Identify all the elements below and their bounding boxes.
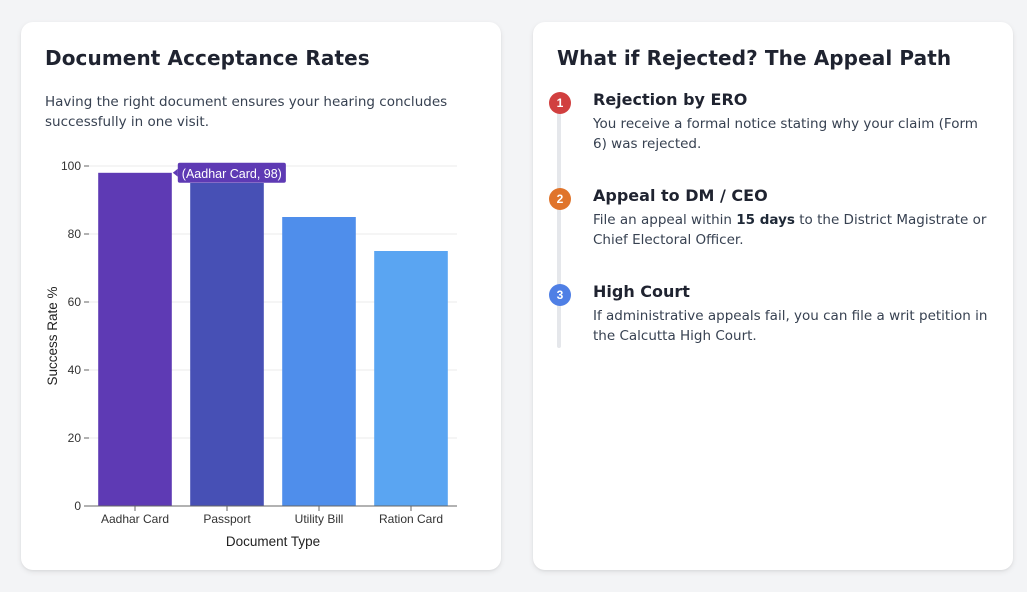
timeline-line xyxy=(557,102,561,348)
y-tick-label: 100 xyxy=(61,159,81,173)
chart-tooltip: (Aadhar Card, 98) xyxy=(172,162,286,183)
x-axis-title: Document Type xyxy=(226,534,320,549)
step-description-text: to the District Magistrate or Chief Elec… xyxy=(593,212,987,248)
step-title: Rejection by ERO xyxy=(593,90,748,109)
x-tick-label: Passport xyxy=(203,512,251,526)
y-tick-label: 0 xyxy=(74,499,81,513)
x-tick-label: Ration Card xyxy=(379,512,443,526)
step-description-text: File an appeal within xyxy=(593,212,737,228)
card-description: Having the right document ensures your h… xyxy=(45,94,448,130)
step-number-badge: 3 xyxy=(549,284,571,306)
step-title: High Court xyxy=(593,282,690,301)
bar xyxy=(374,251,448,506)
y-tick-label: 40 xyxy=(68,363,82,377)
step-number-badge: 1 xyxy=(549,92,571,114)
y-tick-label: 20 xyxy=(68,431,82,445)
y-axis-title: Success Rate % xyxy=(45,286,60,385)
acceptance-rates-card: Document Acceptance Rates Having the rig… xyxy=(21,22,501,570)
tooltip-label: (Aadhar Card, 98) xyxy=(182,167,282,181)
tooltip-pointer xyxy=(172,168,178,177)
tooltip-box xyxy=(177,162,286,183)
x-tick-label: Aadhar Card xyxy=(101,512,169,526)
y-tick-label: 80 xyxy=(68,227,82,241)
appeal-path-card: What if Rejected? The Appeal Path 1 Reje… xyxy=(533,22,1013,570)
deadline-highlight: 15 days xyxy=(736,212,795,228)
acceptance-bar-chart: 0 20 40 60 80 100 Aadhar Card Passport Utility B… xyxy=(45,159,457,549)
x-tick-label: Utility Bill xyxy=(295,512,344,526)
card-title: Document Acceptance Rates xyxy=(45,46,370,70)
bar xyxy=(190,183,264,506)
card-title: What if Rejected? The Appeal Path xyxy=(557,46,952,70)
step-number-badge: 2 xyxy=(549,188,571,210)
step-description: You receive a formal notice stating why … xyxy=(593,116,978,152)
bar xyxy=(282,217,356,506)
step-title: Appeal to DM / CEO xyxy=(593,186,768,205)
bar xyxy=(98,172,172,507)
y-tick-label: 60 xyxy=(68,295,82,309)
step-description: If administrative appeals fail, you can … xyxy=(593,308,988,344)
step-description: File an appeal within 15 days to the Dis… xyxy=(593,210,988,250)
